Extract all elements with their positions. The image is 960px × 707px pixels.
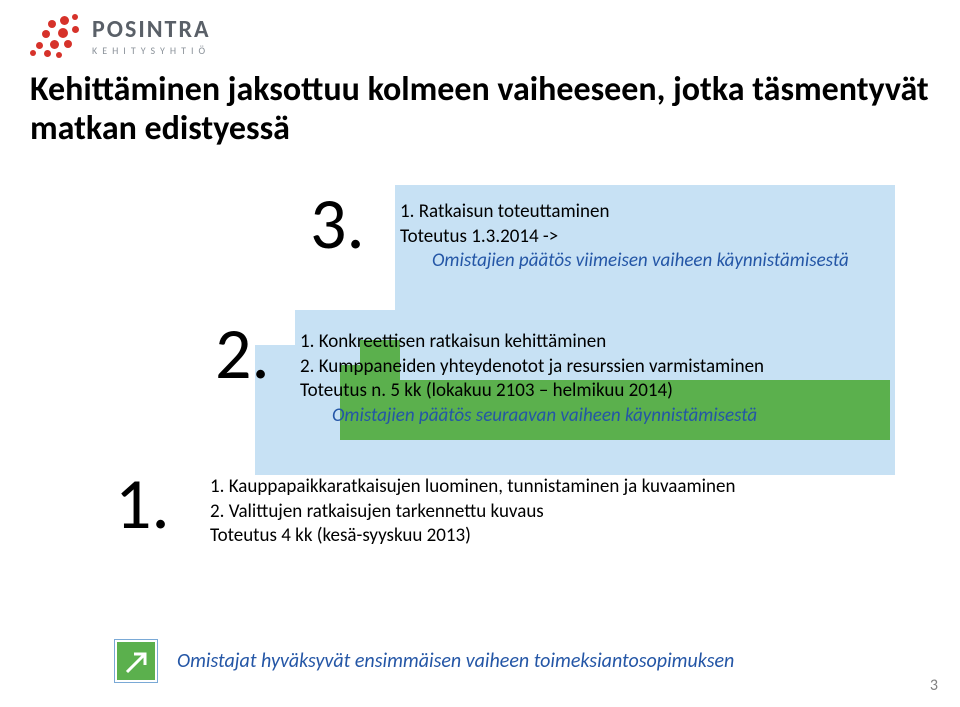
step3-line3: Omistajien päätös viimeisen vaiheen käyn… [400, 249, 920, 274]
logo-subtitle: KEHITYSYHTIÖ [92, 44, 211, 57]
step3-line1: 1. Ratkaisun toteuttaminen [400, 200, 920, 225]
step2-line3: Toteutus n. 5 kk (lokakuu 2103 – helmiku… [300, 379, 930, 404]
step2-text: 1. Konkreettisen ratkaisun kehittäminen … [300, 330, 930, 429]
step2-line2: 2. Kumppaneiden yhteydenotot ja resurssi… [300, 355, 930, 380]
arrow-box-icon [115, 640, 157, 682]
page-number: 3 [930, 676, 938, 695]
step1-line3: Toteutus 4 kk (kesä-syyskuu 2013) [210, 524, 930, 549]
logo-name: POSINTRA [92, 15, 211, 44]
step-number-2: 2. [215, 310, 270, 398]
step3-text: 1. Ratkaisun toteuttaminen Toteutus 1.3.… [400, 200, 920, 274]
step2-line4: Omistajien päätös seuraavan vaiheen käyn… [300, 404, 930, 429]
step1-text: 1. Kauppapaikkaratkaisujen luominen, tun… [210, 475, 930, 549]
footer-text: Omistajat hyväksyvät ensimmäisen vaiheen… [177, 649, 734, 673]
footer-line: Omistajat hyväksyvät ensimmäisen vaiheen… [115, 640, 734, 682]
logo: POSINTRA KEHITYSYHTIÖ [30, 12, 211, 60]
page-title: Kehittäminen jaksottuu kolmeen vaiheesee… [30, 70, 930, 148]
step1-line1: 1. Kauppapaikkaratkaisujen luominen, tun… [210, 475, 930, 500]
step3-line2: Toteutus 1.3.2014 -> [400, 225, 920, 250]
logo-text: POSINTRA KEHITYSYHTIÖ [92, 15, 211, 57]
step-number-3: 3. [310, 180, 365, 268]
step1-line2: 2. Valittujen ratkaisujen tarkennettu ku… [210, 500, 930, 525]
step-number-1: 1. [115, 460, 170, 548]
step2-line1: 1. Konkreettisen ratkaisun kehittäminen [300, 330, 930, 355]
logo-dots-icon [30, 12, 82, 60]
